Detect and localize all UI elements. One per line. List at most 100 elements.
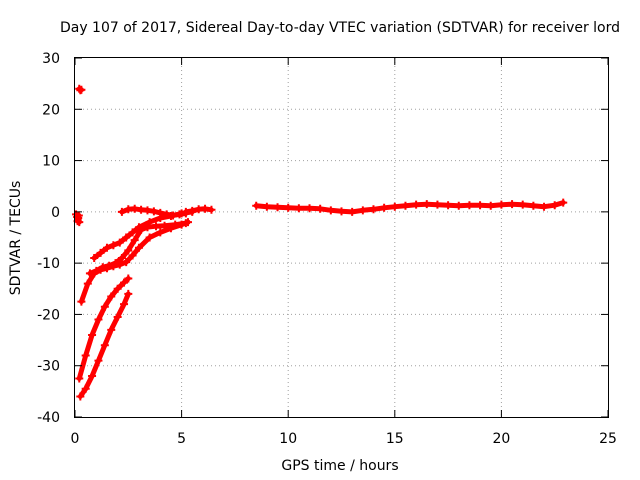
data-point xyxy=(156,208,165,217)
tick-layer: 0 5 10 15 20 25 -40 -30 -20 -10 0 10 20 30 xyxy=(37,51,617,447)
data-point xyxy=(113,284,122,293)
x-tick-label: 15 xyxy=(386,431,404,447)
data-point xyxy=(94,356,103,365)
data-point xyxy=(143,206,152,215)
series-arc-steep-b xyxy=(76,289,133,401)
data-layer xyxy=(72,84,568,401)
data-point xyxy=(130,204,139,213)
data-point xyxy=(109,241,118,250)
data-point xyxy=(77,85,86,94)
data-point xyxy=(171,220,180,229)
data-point xyxy=(412,200,421,209)
series-early-near-zero xyxy=(72,210,84,227)
data-point xyxy=(130,236,139,245)
data-point xyxy=(486,201,495,210)
data-point xyxy=(454,201,463,210)
data-point xyxy=(181,219,190,228)
data-point xyxy=(134,223,143,232)
y-tick-label: -10 xyxy=(37,256,60,272)
data-point xyxy=(380,203,389,212)
data-point xyxy=(117,207,126,216)
data-point xyxy=(497,200,506,209)
series-hump xyxy=(117,204,190,220)
x-axis-label: GPS time / hours xyxy=(281,458,398,474)
data-point xyxy=(476,201,485,210)
data-point xyxy=(122,258,131,267)
data-point xyxy=(124,274,133,283)
data-point xyxy=(152,222,161,231)
series-trace xyxy=(253,200,566,215)
y-tick-label: 0 xyxy=(51,205,60,221)
data-point xyxy=(175,210,184,219)
data-point xyxy=(124,289,133,298)
data-point xyxy=(160,221,169,230)
data-point xyxy=(81,384,90,393)
y-tick-label: 20 xyxy=(42,102,60,118)
data-point xyxy=(201,204,210,213)
data-point xyxy=(305,204,314,213)
data-point xyxy=(120,278,129,287)
data-point xyxy=(326,206,335,215)
series-tail-early xyxy=(181,204,216,216)
data-point xyxy=(252,201,261,210)
data-point xyxy=(169,211,178,220)
data-point xyxy=(76,392,85,401)
data-point xyxy=(105,261,114,270)
x-tick-label: 20 xyxy=(492,431,510,447)
data-point xyxy=(390,202,399,211)
data-point xyxy=(162,210,171,219)
y-tick-label: -20 xyxy=(37,307,60,323)
data-point xyxy=(107,292,116,301)
data-point xyxy=(262,202,271,211)
data-point xyxy=(284,203,293,212)
data-point xyxy=(316,204,325,213)
data-point xyxy=(85,269,94,278)
data-point xyxy=(465,201,474,210)
data-point xyxy=(559,198,568,207)
data-point xyxy=(401,201,410,210)
series-isolated-high xyxy=(75,84,86,95)
series-trace xyxy=(91,209,195,261)
data-point xyxy=(348,207,357,216)
data-point xyxy=(88,371,97,380)
data-point xyxy=(337,207,346,216)
y-tick-label: -40 xyxy=(37,410,60,426)
data-point xyxy=(145,218,154,227)
data-point xyxy=(115,238,124,247)
data-point xyxy=(369,205,378,214)
data-point xyxy=(120,300,129,309)
data-point xyxy=(102,243,111,252)
data-point xyxy=(550,201,559,210)
data-point xyxy=(92,266,101,275)
data-point xyxy=(188,206,197,215)
data-point xyxy=(134,243,143,252)
data-point xyxy=(273,203,282,212)
data-point xyxy=(111,259,120,268)
data-point xyxy=(181,207,190,216)
data-point xyxy=(156,228,165,237)
data-point xyxy=(145,233,154,242)
series-arc-upper xyxy=(85,219,190,278)
x-tick-label: 5 xyxy=(177,431,186,447)
data-point xyxy=(77,297,86,306)
data-point xyxy=(122,233,131,242)
data-point xyxy=(100,302,109,311)
data-point xyxy=(128,228,137,237)
series-daytime-band xyxy=(252,198,568,216)
data-point xyxy=(207,205,216,214)
y-tick-label: 30 xyxy=(42,51,60,67)
y-tick-label: 10 xyxy=(42,154,60,170)
data-point xyxy=(518,200,527,209)
data-point xyxy=(294,204,303,213)
series-arc-steep-a xyxy=(75,274,133,383)
data-point xyxy=(444,201,453,210)
data-point xyxy=(96,248,105,257)
data-point xyxy=(124,246,133,255)
data-point xyxy=(149,207,158,216)
plot-border xyxy=(74,57,609,418)
data-point xyxy=(83,279,92,288)
data-point xyxy=(422,200,431,209)
data-point xyxy=(113,312,122,321)
x-tick-label: 25 xyxy=(599,431,617,447)
data-point xyxy=(540,202,549,211)
